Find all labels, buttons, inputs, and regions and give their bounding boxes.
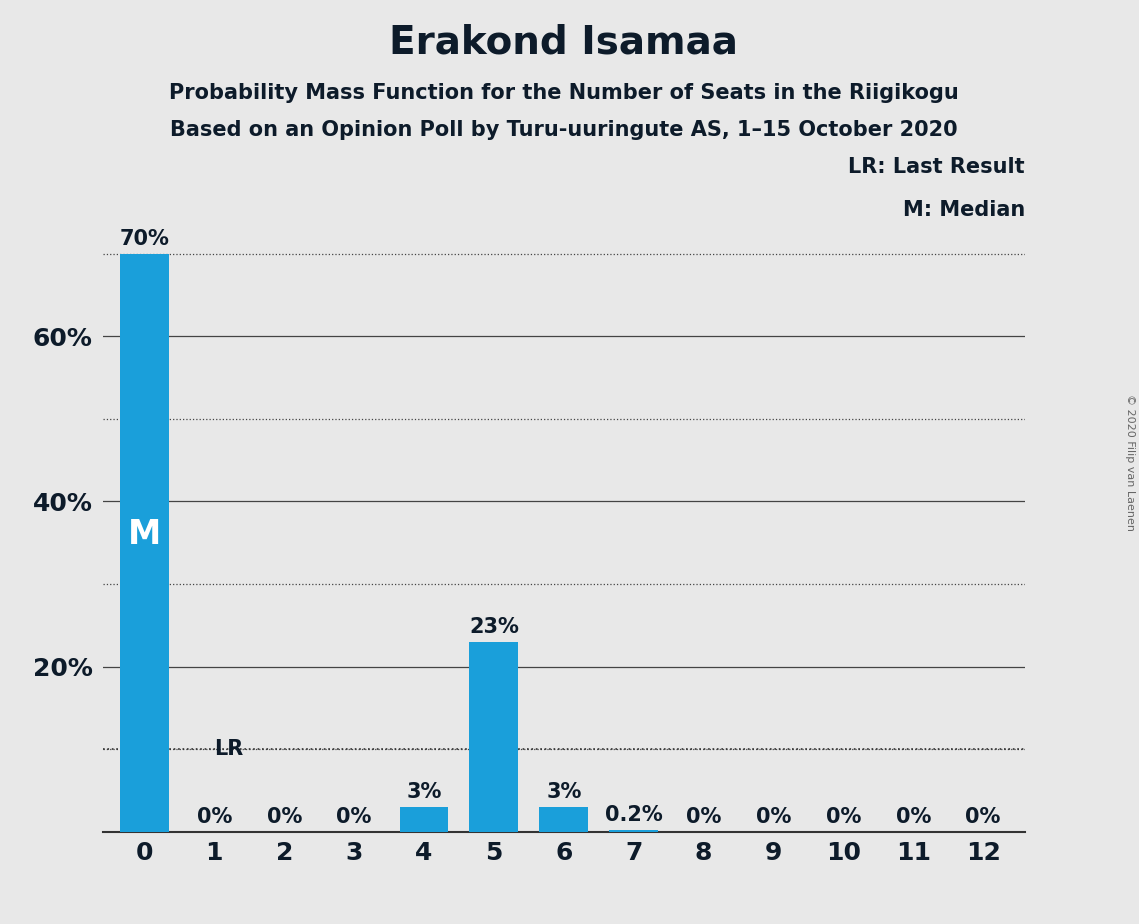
Text: 70%: 70% bbox=[120, 229, 170, 249]
Text: Probability Mass Function for the Number of Seats in the Riigikogu: Probability Mass Function for the Number… bbox=[169, 83, 959, 103]
Text: 0%: 0% bbox=[336, 807, 371, 827]
Text: © 2020 Filip van Laenen: © 2020 Filip van Laenen bbox=[1125, 394, 1134, 530]
Text: 0%: 0% bbox=[686, 807, 721, 827]
Bar bbox=[609, 830, 658, 832]
Text: 23%: 23% bbox=[469, 617, 519, 637]
Text: 0%: 0% bbox=[267, 807, 302, 827]
Text: Based on an Opinion Poll by Turu-uuringute AS, 1–15 October 2020: Based on an Opinion Poll by Turu-uuringu… bbox=[170, 120, 958, 140]
Text: M: M bbox=[128, 518, 161, 551]
Text: 0%: 0% bbox=[966, 807, 1001, 827]
Bar bbox=[120, 254, 169, 832]
Text: LR: Last Result: LR: Last Result bbox=[849, 157, 1025, 176]
Text: 0%: 0% bbox=[756, 807, 792, 827]
Bar bbox=[400, 807, 449, 832]
Bar bbox=[469, 642, 518, 832]
Text: 0.2%: 0.2% bbox=[605, 805, 663, 825]
Text: LR: LR bbox=[214, 739, 244, 759]
Text: 3%: 3% bbox=[546, 782, 582, 802]
Text: 3%: 3% bbox=[407, 782, 442, 802]
Text: 0%: 0% bbox=[197, 807, 232, 827]
Text: 0%: 0% bbox=[895, 807, 931, 827]
Text: Erakond Isamaa: Erakond Isamaa bbox=[390, 23, 738, 61]
Text: 0%: 0% bbox=[826, 807, 861, 827]
Text: M: Median: M: Median bbox=[903, 201, 1025, 220]
Bar bbox=[540, 807, 588, 832]
